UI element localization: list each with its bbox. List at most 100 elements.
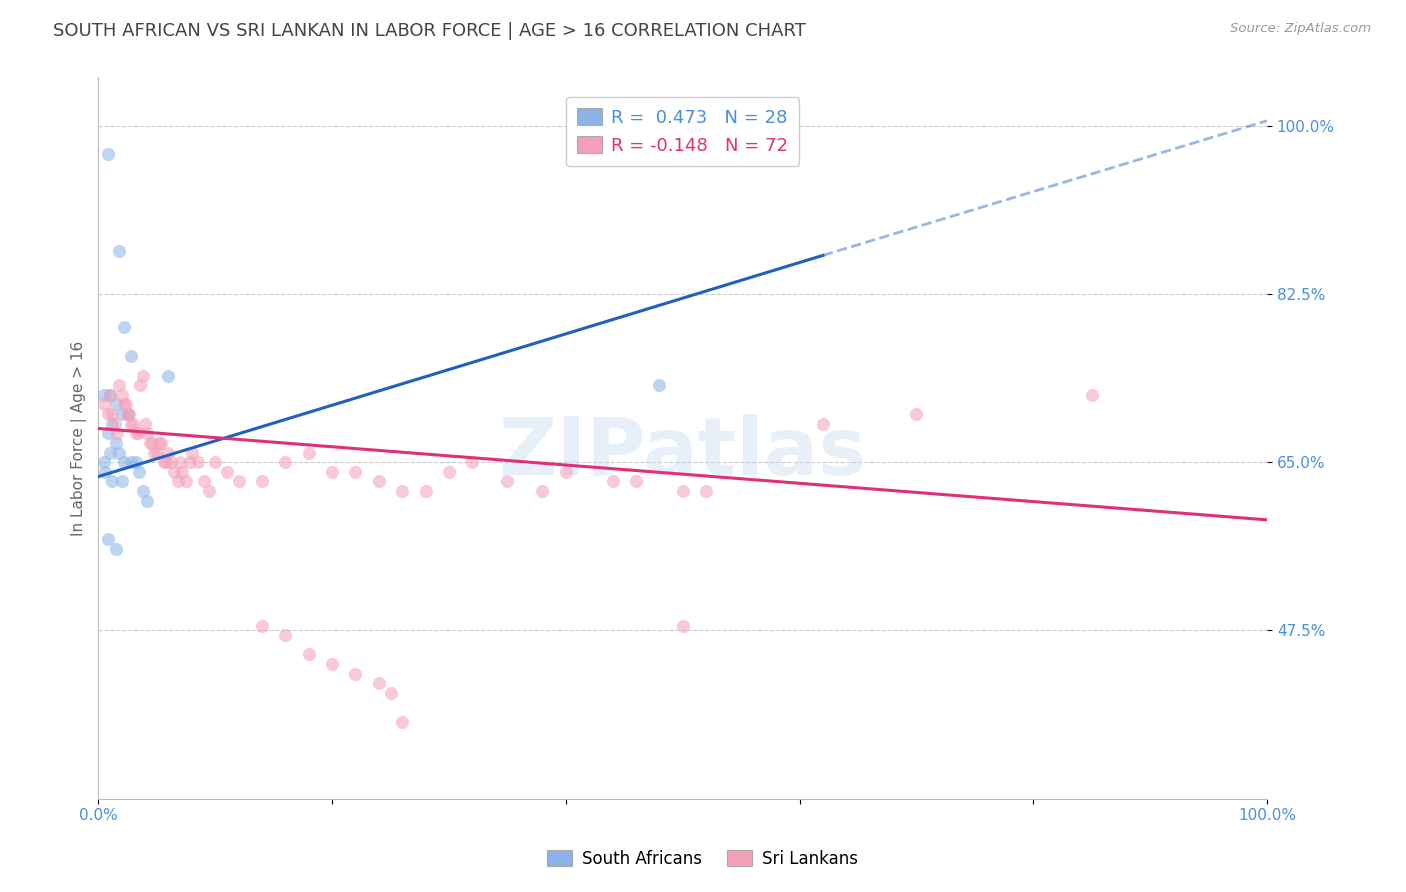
Point	[344, 465, 367, 479]
Point	[97, 426, 120, 441]
Point	[228, 475, 250, 489]
Point	[391, 483, 413, 498]
Point	[250, 475, 273, 489]
Point	[344, 666, 367, 681]
Point	[367, 676, 389, 690]
Point	[101, 417, 124, 431]
Point	[193, 475, 215, 489]
Point	[169, 455, 191, 469]
Point	[179, 455, 201, 469]
Point	[97, 532, 120, 546]
Point	[125, 426, 148, 441]
Point	[150, 436, 173, 450]
Point	[155, 455, 177, 469]
Point	[1080, 388, 1102, 402]
Point	[152, 455, 174, 469]
Point	[101, 475, 124, 489]
Point	[120, 349, 142, 363]
Point	[117, 407, 139, 421]
Point	[695, 483, 717, 498]
Point	[139, 436, 162, 450]
Point	[321, 465, 343, 479]
Point	[554, 465, 576, 479]
Point	[117, 407, 139, 421]
Point	[159, 455, 181, 469]
Point	[157, 368, 180, 383]
Point	[93, 397, 115, 411]
Point	[157, 445, 180, 459]
Point	[811, 417, 834, 431]
Point	[215, 465, 238, 479]
Point	[127, 426, 149, 441]
Point	[531, 483, 554, 498]
Point	[141, 436, 163, 450]
Point	[298, 445, 321, 459]
Text: Source: ZipAtlas.com: Source: ZipAtlas.com	[1230, 22, 1371, 36]
Point	[180, 445, 202, 459]
Point	[111, 475, 134, 489]
Point	[148, 436, 170, 450]
Point	[97, 147, 120, 161]
Point	[93, 455, 115, 469]
Point	[461, 455, 484, 469]
Point	[98, 388, 121, 402]
Point	[108, 378, 131, 392]
Point	[111, 407, 134, 421]
Y-axis label: In Labor Force | Age > 16: In Labor Force | Age > 16	[72, 341, 87, 536]
Point	[250, 618, 273, 632]
Point	[98, 388, 121, 402]
Point	[905, 407, 928, 421]
Point	[198, 483, 221, 498]
Point	[174, 475, 197, 489]
Point	[104, 436, 127, 450]
Point	[274, 455, 297, 469]
Point	[321, 657, 343, 672]
Point	[172, 465, 194, 479]
Point	[187, 455, 209, 469]
Point	[122, 417, 145, 431]
Point	[104, 541, 127, 556]
Point	[101, 407, 124, 421]
Point	[143, 445, 166, 459]
Point	[128, 465, 150, 479]
Point	[391, 714, 413, 729]
Legend: South Africans, Sri Lankans: South Africans, Sri Lankans	[541, 844, 865, 875]
Point	[648, 378, 671, 392]
Point	[204, 455, 226, 469]
Point	[112, 320, 135, 334]
Point	[115, 397, 138, 411]
Point	[112, 397, 135, 411]
Point	[104, 397, 127, 411]
Point	[146, 445, 169, 459]
Point	[98, 445, 121, 459]
Point	[94, 465, 117, 479]
Point	[298, 648, 321, 662]
Point	[163, 465, 186, 479]
Point	[602, 475, 624, 489]
Point	[136, 493, 159, 508]
Point	[104, 417, 127, 431]
Point	[437, 465, 460, 479]
Point	[125, 455, 148, 469]
Point	[496, 475, 519, 489]
Point	[118, 407, 141, 421]
Point	[93, 388, 115, 402]
Point	[108, 244, 131, 258]
Text: SOUTH AFRICAN VS SRI LANKAN IN LABOR FORCE | AGE > 16 CORRELATION CHART: SOUTH AFRICAN VS SRI LANKAN IN LABOR FOR…	[53, 22, 806, 40]
Point	[111, 388, 134, 402]
Point	[380, 686, 402, 700]
Text: ZIPatlas: ZIPatlas	[499, 414, 868, 491]
Point	[166, 475, 188, 489]
Legend: R =  0.473   N = 28, R = -0.148   N = 72: R = 0.473 N = 28, R = -0.148 N = 72	[567, 97, 799, 166]
Point	[108, 445, 131, 459]
Point	[132, 368, 155, 383]
Point	[132, 483, 155, 498]
Point	[624, 475, 647, 489]
Point	[129, 378, 152, 392]
Point	[105, 426, 128, 441]
Point	[672, 618, 695, 632]
Point	[134, 417, 156, 431]
Point	[672, 483, 695, 498]
Point	[120, 417, 142, 431]
Point	[136, 426, 159, 441]
